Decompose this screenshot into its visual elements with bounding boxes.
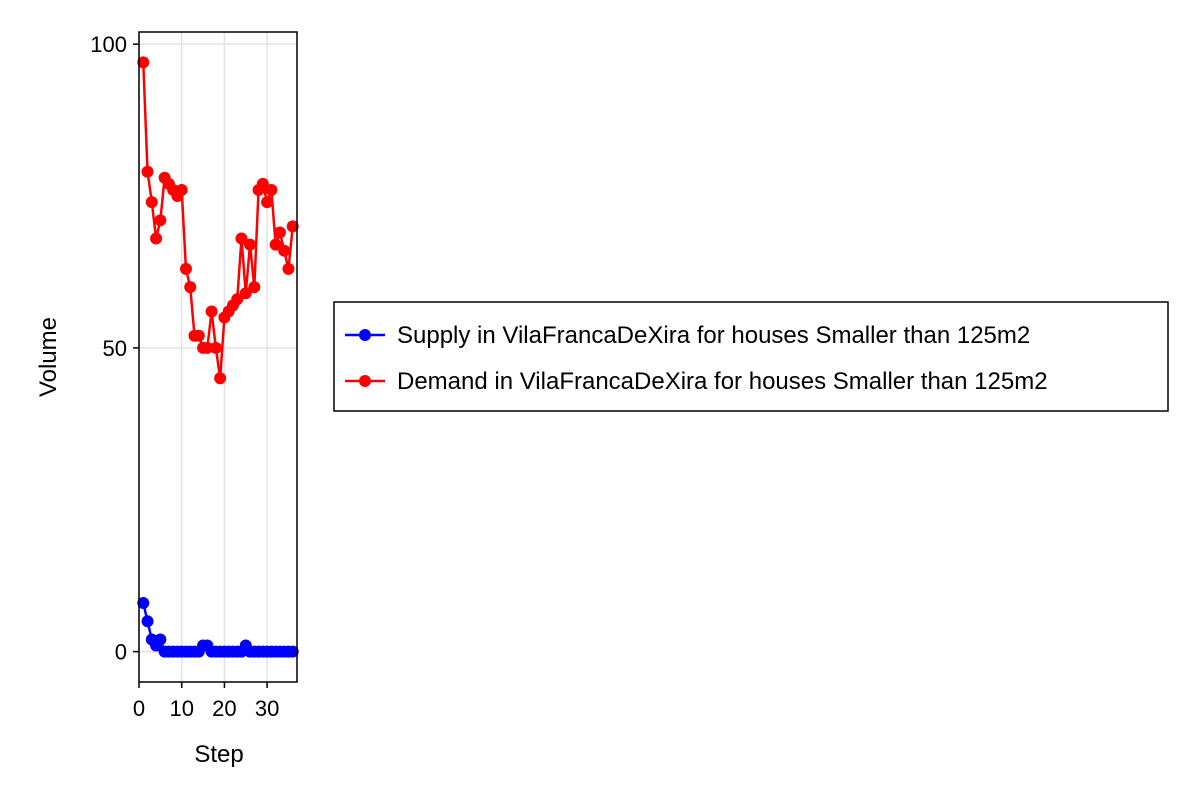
data-point bbox=[231, 293, 244, 306]
series-2 bbox=[137, 56, 299, 385]
legend-label: Supply in VilaFrancaDeXira for houses Sm… bbox=[397, 322, 1030, 349]
data-point bbox=[269, 238, 282, 251]
data-point bbox=[184, 281, 197, 294]
data-point bbox=[175, 183, 188, 196]
data-point bbox=[179, 262, 192, 275]
data-point bbox=[256, 177, 269, 190]
data-point bbox=[205, 305, 218, 318]
data-point bbox=[244, 238, 257, 251]
data-point bbox=[286, 220, 299, 233]
legend-marker bbox=[359, 375, 371, 387]
data-point bbox=[278, 244, 291, 257]
x-axis-title: Step bbox=[194, 741, 243, 768]
series-1 bbox=[137, 597, 299, 658]
y-tick-label: 50 bbox=[103, 336, 127, 361]
y-axis-title: Volume bbox=[35, 317, 62, 397]
data-point bbox=[192, 329, 205, 342]
data-point bbox=[214, 372, 227, 385]
data-point bbox=[141, 165, 154, 178]
legend-item: Supply in VilaFrancaDeXira for houses Sm… bbox=[345, 322, 1030, 349]
x-tick-label: 0 bbox=[133, 696, 145, 721]
data-point bbox=[235, 232, 248, 245]
x-tick-label: 10 bbox=[169, 696, 193, 721]
y-tick-label: 0 bbox=[115, 640, 127, 665]
series-line bbox=[142, 602, 293, 653]
legend-label: Demand in VilaFrancaDeXira for houses Sm… bbox=[397, 368, 1048, 395]
plot-frame bbox=[138, 31, 298, 683]
data-point bbox=[282, 262, 295, 275]
data-point bbox=[137, 597, 150, 610]
x-tick-label: 20 bbox=[212, 696, 236, 721]
data-point bbox=[209, 341, 222, 354]
data-point bbox=[150, 232, 163, 245]
data-point bbox=[141, 615, 154, 628]
data-point bbox=[145, 196, 158, 209]
data-point bbox=[154, 633, 167, 646]
legend-item: Demand in VilaFrancaDeXira for houses Sm… bbox=[345, 368, 1048, 395]
data-point bbox=[286, 645, 299, 658]
legend-marker bbox=[359, 329, 371, 341]
x-tick-label: 30 bbox=[255, 696, 279, 721]
y-tick-label: 100 bbox=[90, 32, 127, 57]
data-point bbox=[261, 196, 274, 209]
data-point bbox=[273, 226, 286, 239]
x-axis: 0 10 20 30 bbox=[133, 682, 279, 721]
data-point bbox=[248, 281, 261, 294]
y-axis: 0 50 100 bbox=[90, 32, 139, 665]
data-point bbox=[265, 183, 278, 196]
series-layer bbox=[137, 56, 299, 658]
data-point bbox=[154, 214, 167, 227]
legend-box bbox=[333, 301, 1169, 412]
legend: Supply in VilaFrancaDeXira for houses Sm… bbox=[333, 301, 1169, 412]
data-point bbox=[239, 287, 252, 300]
data-point bbox=[201, 341, 214, 354]
data-point bbox=[137, 56, 150, 69]
